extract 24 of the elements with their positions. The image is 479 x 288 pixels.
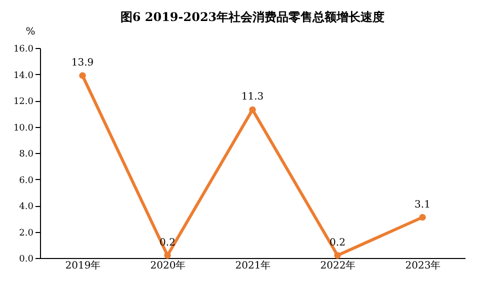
y-tick-label: 16.0 [13,44,34,54]
y-tick-label: 8.0 [19,150,34,160]
y-tick-label: 10.0 [13,123,34,134]
y-tick-label: 12.0 [13,97,34,107]
data-label: 11.3 [241,92,264,103]
point [249,106,256,114]
x-tick-label: 2022年 [320,260,356,272]
y-tick-label: 0.0 [19,254,34,264]
data-label: 13.9 [71,58,94,69]
y-tick-label: 4.0 [19,202,34,212]
y-tick-label: 14.0 [13,70,34,81]
point [334,252,341,259]
data-label: 3.1 [414,199,430,210]
x-tick-label: 2023年 [405,260,441,272]
point [419,214,426,221]
point [164,252,171,259]
chart-title: 图6 2019-2023年社会消费品零售总额增长速度 [120,10,385,24]
y-axis-title: % [26,26,36,38]
point [79,72,86,79]
x-tick-label: 2019年 [65,260,101,272]
y-tick-label: 6.0 [19,176,34,186]
x-tick-label: 2021年 [235,260,271,272]
y-tick-label: 2.0 [19,228,34,238]
x-tick-label: 2020年 [150,260,186,272]
